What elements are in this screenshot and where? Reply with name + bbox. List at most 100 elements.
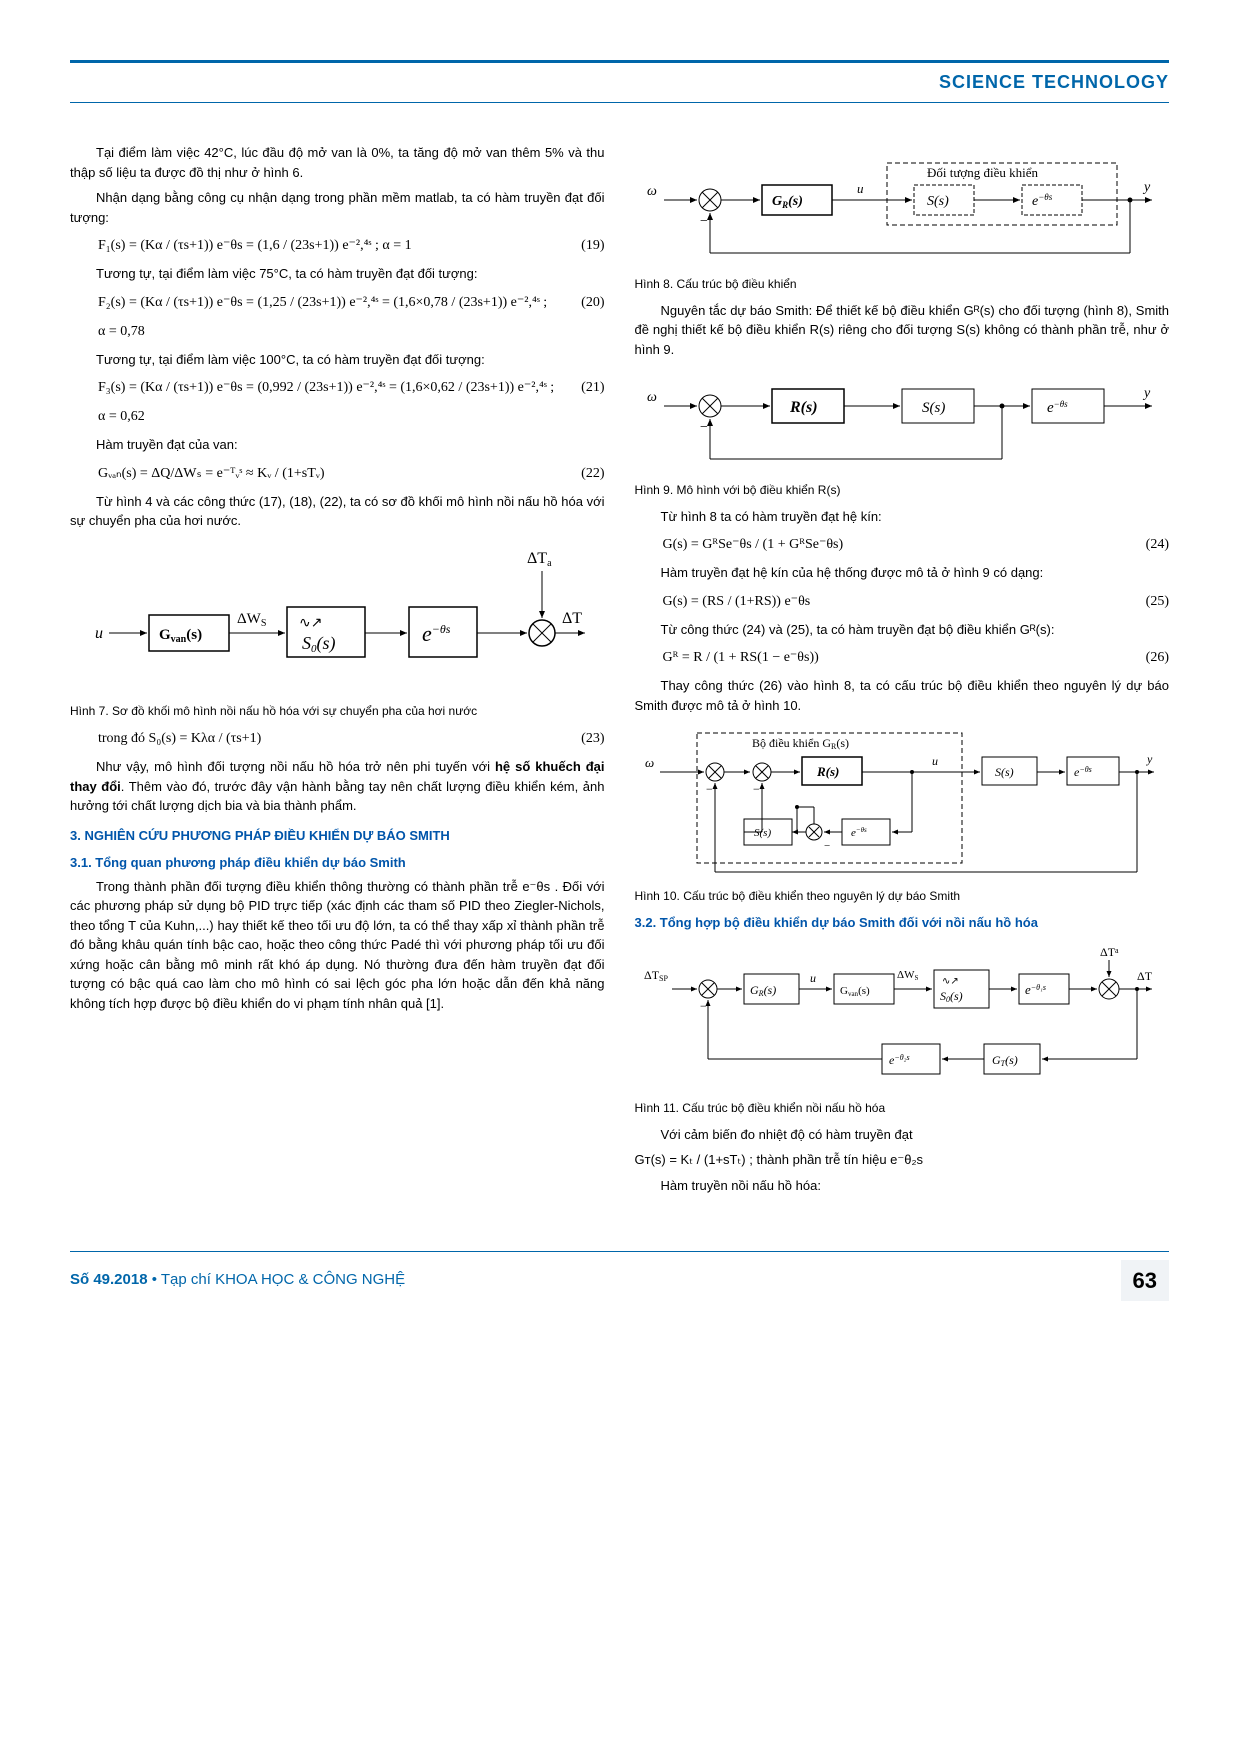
header-title: SCIENCE TECHNOLOGY [939, 72, 1169, 92]
fig11-u: u [810, 971, 816, 985]
eq-25-num: (25) [1136, 591, 1169, 612]
eq-19-body: F₁(s) = (Kα / (τs+1)) e⁻θs = (1,6 / (23s… [70, 235, 412, 256]
eq-20: F₂(s) = (Kα / (τs+1)) e⁻θs = (1,25 / (23… [70, 292, 605, 313]
fig11-dta: ΔTa [1100, 945, 1119, 959]
fig10-omega: ω [645, 755, 654, 770]
figure-9-caption: Hình 9. Mô hình với bộ điều khiển R(s) [635, 481, 1170, 499]
eq-22-body: Gᵥₐₙ(s) = ΔQ/ΔWₛ = e⁻ᵀᵥˢ ≈ Kᵥ / (1+sTᵥ) [70, 463, 325, 484]
right-p7: Hàm truyền nồi nấu hồ hóa: [635, 1176, 1170, 1196]
fig8-omega: ω [647, 184, 657, 199]
left-p5: Hàm truyền đạt của van: [70, 435, 605, 455]
fig7-s0-zigzag: ∿↗ [299, 616, 322, 631]
fig10-y: y [1146, 752, 1153, 766]
fig10-ss-right: S(s) [995, 765, 1014, 779]
section-3-1: 3.1. Tổng quan phương pháp điều khiển dự… [70, 853, 605, 873]
eq-26: Gᴿ = R / (1 + RS(1 − e⁻θs)) (26) [635, 647, 1170, 668]
fig11-gr: GR(s) [750, 983, 776, 998]
fig11-s0: S0(s) [940, 989, 963, 1004]
eq-25: G(s) = (RS / (1+RS)) e⁻θs (25) [635, 591, 1170, 612]
figure-8-caption: Hình 8. Cấu trúc bộ điều khiển [635, 275, 1170, 293]
right-p6b: Gᴛ(s) = Kₜ / (1+sTₜ) ; thành phần trễ tí… [635, 1150, 1170, 1170]
footer-mag2: KHOA HỌC & CÔNG NGHỆ [215, 1271, 405, 1288]
left-p4: Tương tự, tại điểm làm việc 100°C, ta có… [70, 350, 605, 370]
fig9-omega: ω [647, 390, 657, 405]
minus-icon-5: − [824, 840, 830, 852]
fig7-s0: S0(s) [302, 633, 336, 655]
fig8-u: u [857, 181, 864, 196]
figure-10-svg: Bộ điều khiển GR(s) ω − − R(s) u S(s) [642, 727, 1162, 877]
left-p8a: Như vậy, mô hình đối tượng nồi nấu hồ hó… [96, 759, 495, 774]
fig8-gr: GR(s) [772, 194, 803, 210]
figure-10-caption: Hình 10. Cấu trúc bộ điều khiển theo ngu… [635, 887, 1170, 905]
eq-22-num: (22) [571, 463, 604, 484]
section-3-2: 3.2. Tổng hợp bộ điều khiển dự báo Smith… [635, 913, 1170, 933]
eq-21: F₃(s) = (Kα / (τs+1)) e⁻θs = (0,992 / (2… [70, 377, 605, 398]
right-p4: Từ công thức (24) và (25), ta có hàm tru… [635, 620, 1170, 640]
left-p3: Tương tự, tại điểm làm việc 75°C, ta có … [70, 264, 605, 284]
eq-23-body: trong đó S₀(s) = Kλα / (τs+1) [70, 728, 261, 749]
footer-sep: • [148, 1271, 161, 1288]
fig11-gt: GT(s) [992, 1053, 1018, 1068]
eq-20-num: (20) [571, 292, 604, 313]
eq-20b-body: α = 0,78 [70, 321, 145, 342]
left-p1: Tại điểm làm việc 42°C, lúc đầu độ mở va… [70, 143, 605, 182]
fig7-dta: ΔTa [527, 550, 552, 569]
fig8-title: Đối tượng điều khiển [927, 165, 1039, 180]
eq-23: trong đó S₀(s) = Kλα / (τs+1) (23) [70, 728, 605, 749]
page-header: SCIENCE TECHNOLOGY [70, 60, 1169, 103]
figure-7-svg: u Gvan(s) ΔWS ∿↗ S0(s) e−θs ΔTa [87, 543, 587, 693]
eq-20b: α = 0,78 [70, 321, 605, 342]
fig11-eth2: e−θ₂s [889, 1053, 910, 1067]
figure-8: Đối tượng điều khiển ω − GR(s) u S(s) e−… [635, 155, 1170, 271]
fig7-u: u [95, 625, 103, 642]
fig9-etheta: e−θs [1047, 399, 1068, 416]
eq-26-body: Gᴿ = R / (1 + RS(1 − e⁻θs)) [635, 647, 819, 668]
fig8-y: y [1142, 180, 1151, 195]
fig7-dws: ΔWS [237, 611, 266, 629]
figure-7: u Gvan(s) ΔWS ∿↗ S0(s) e−θs ΔTa [70, 543, 605, 699]
eq-23-num: (23) [571, 728, 604, 749]
eq-24: G(s) = GᴿSe⁻θs / (1 + GᴿSe⁻θs) (24) [635, 534, 1170, 555]
fig10-etheta-inner: e−θs [851, 826, 867, 839]
fig10-ss-inner: S(s) [754, 827, 771, 839]
fig11-gvan: Gvan(s) [840, 985, 870, 998]
figure-9-svg: ω − R(s) S(s) e−θs y [642, 371, 1162, 471]
right-p5: Thay công thức (26) vào hình 8, ta có cấ… [635, 676, 1170, 715]
footer-issue: Số 49.2018 [70, 1271, 148, 1288]
eq-21-body: F₃(s) = (Kα / (τs+1)) e⁻θs = (0,992 / (2… [70, 377, 554, 398]
left-p9: Trong thành phần đối tượng điều khiển th… [70, 877, 605, 1014]
eq-20-body: F₂(s) = (Kα / (τs+1)) e⁻θs = (1,25 / (23… [70, 292, 547, 313]
fig10-u: u [932, 754, 938, 768]
fig10-title: Bộ điều khiển GR(s) [752, 736, 849, 751]
figure-7-caption: Hình 7. Sơ đồ khối mô hình nồi nấu hồ hó… [70, 702, 605, 720]
eq-21b-body: α = 0,62 [70, 406, 145, 427]
eq-21b: α = 0,62 [70, 406, 605, 427]
eq-22: Gᵥₐₙ(s) = ΔQ/ΔWₛ = e⁻ᵀᵥˢ ≈ Kᵥ / (1+sTᵥ) … [70, 463, 605, 484]
fig9-rs: R(s) [789, 399, 818, 416]
fig8-etheta: e−θs [1032, 192, 1053, 209]
left-p2: Nhận dạng bằng công cụ nhận dạng trong p… [70, 188, 605, 227]
section-3: 3. NGHIÊN CỨU PHƯƠNG PHÁP ĐIỀU KHIỂN DỰ … [70, 826, 605, 846]
fig11-s0-zigzag: ∿↗ [942, 976, 959, 987]
figure-11-svg: ΔTSP − GR(s) u Gvan(s) ΔWS ∿↗ S0(s) [642, 944, 1162, 1089]
figure-8-svg: Đối tượng điều khiển ω − GR(s) u S(s) e−… [642, 155, 1162, 265]
figure-10: Bộ điều khiển GR(s) ω − − R(s) u S(s) [635, 727, 1170, 883]
footer-mag1: Tạp chí [161, 1271, 215, 1288]
fig10-etheta-right: e−θs [1074, 765, 1092, 779]
eq-19-num: (19) [571, 235, 604, 256]
figure-11-caption: Hình 11. Cấu trúc bộ điều khiển nồi nấu … [635, 1099, 1170, 1117]
eq-24-body: G(s) = GᴿSe⁻θs / (1 + GᴿSe⁻θs) [635, 534, 844, 555]
fig7-dt: ΔT [562, 610, 582, 627]
eq-26-num: (26) [1136, 647, 1169, 668]
page-footer: Số 49.2018 • Tạp chí KHOA HỌC & CÔNG NGH… [70, 1251, 1169, 1301]
figure-11: ΔTSP − GR(s) u Gvan(s) ΔWS ∿↗ S0(s) [635, 944, 1170, 1095]
fig11-dtsp: ΔTSP [644, 968, 668, 983]
eq-25-body: G(s) = (RS / (1+RS)) e⁻θs [635, 591, 811, 612]
fig11-eth1: e−θ₁s [1025, 982, 1046, 997]
fig9-ss: S(s) [922, 400, 945, 416]
footer-page: 63 [1121, 1260, 1169, 1301]
fig7-gvan: Gvan(s) [159, 627, 202, 645]
eq-24-num: (24) [1136, 534, 1169, 555]
right-p2: Từ hình 8 ta có hàm truyền đạt hệ kín: [635, 507, 1170, 527]
fig9-y: y [1142, 386, 1151, 401]
